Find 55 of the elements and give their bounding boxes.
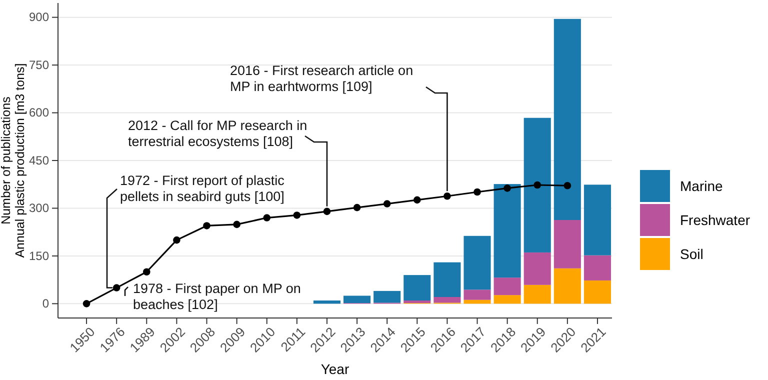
point xyxy=(173,236,180,244)
annotation: 2012 - Call for MP research in terrestrial ecosystems [108] xyxy=(128,118,308,149)
bar xyxy=(524,284,551,304)
bar xyxy=(404,275,431,300)
point xyxy=(263,214,271,222)
point xyxy=(293,212,301,219)
bar xyxy=(584,184,611,256)
bar xyxy=(464,300,491,304)
point xyxy=(564,182,572,190)
y-tick-label: 150 xyxy=(28,248,50,263)
point xyxy=(444,192,451,200)
point xyxy=(504,184,511,192)
bar xyxy=(464,236,491,290)
bar xyxy=(434,262,461,297)
y-tick-label: 900 xyxy=(28,10,50,24)
point xyxy=(142,268,150,276)
bar xyxy=(584,280,611,304)
point xyxy=(353,204,361,212)
annotation: 1972 - First report of plastic pellets in seabird guts [100] xyxy=(120,173,285,204)
point xyxy=(112,284,120,292)
bar xyxy=(494,278,521,296)
y-tick-label: 750 xyxy=(28,58,50,72)
point xyxy=(233,220,240,228)
y-tick-label: 0 xyxy=(42,296,50,311)
bar xyxy=(554,18,581,220)
point xyxy=(323,208,331,216)
point xyxy=(383,200,391,208)
bar xyxy=(313,300,340,304)
annotation: 1978 - First paper on MP on beaches [102] xyxy=(133,281,301,312)
point xyxy=(203,222,210,230)
bar xyxy=(464,290,491,300)
point xyxy=(474,188,481,196)
annotation: 2016 - First research article on MP in earhtworms [109] xyxy=(230,63,414,94)
bar xyxy=(584,255,611,280)
y-tick-label: 300 xyxy=(28,201,50,216)
point xyxy=(82,300,90,308)
legend-label: Marine xyxy=(680,178,724,194)
bar xyxy=(404,300,431,304)
point xyxy=(534,181,542,189)
bar xyxy=(554,268,581,304)
bar xyxy=(374,290,401,303)
y-tick-label: 450 xyxy=(28,153,50,168)
legend-label: Soil xyxy=(680,246,704,262)
x-axis-title: Year xyxy=(320,361,350,377)
bar xyxy=(524,252,551,285)
y-axis-title: Number of publications Annual plastic production [m3 tons] xyxy=(0,63,27,258)
bar xyxy=(434,297,461,303)
legend-label: Freshwater xyxy=(680,212,750,228)
bar xyxy=(494,184,521,278)
point xyxy=(413,196,421,204)
y-tick-label: 600 xyxy=(28,106,50,120)
bar xyxy=(524,118,551,252)
bar xyxy=(344,296,371,304)
bar xyxy=(494,295,521,304)
bar xyxy=(554,220,581,268)
